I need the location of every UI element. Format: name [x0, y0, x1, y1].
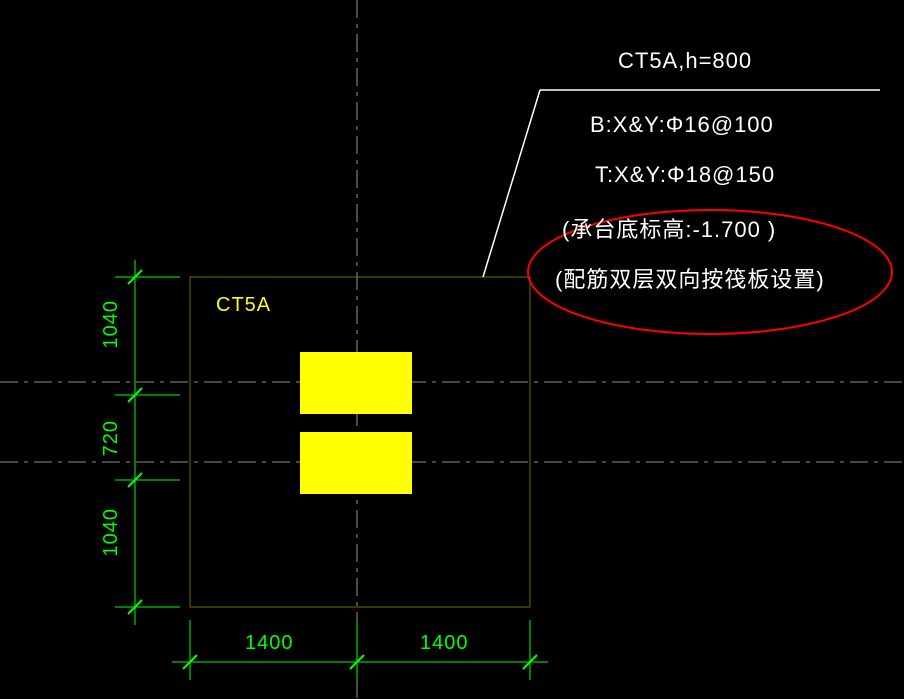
dim-h-label-1: 1400	[245, 632, 294, 655]
dim-h-label-2: 1400	[420, 632, 469, 655]
cad-drawing: CT5A,h=800 B:X&Y:Φ16@100 T:X&Y:Φ18@150 (…	[0, 0, 904, 699]
dim-v-label-1: 1040	[100, 300, 123, 349]
dim-v-label-2: 720	[100, 420, 123, 456]
column-pad-1	[300, 352, 412, 414]
column-pad-2	[300, 432, 412, 494]
annotation-title: CT5A,h=800	[618, 48, 752, 74]
annotation-rebar-top: T:X&Y:Φ18@150	[595, 162, 775, 188]
cad-svg	[0, 0, 904, 699]
leader-diag	[483, 90, 540, 277]
footing-label: CT5A	[216, 294, 271, 317]
dim-v-label-3: 1040	[100, 508, 123, 557]
annotation-elevation: (承台底标高:-1.700 )	[562, 212, 776, 244]
annotation-rebar-bottom: B:X&Y:Φ16@100	[590, 112, 774, 138]
annotation-note: (配筋双层双向按筏板设置)	[555, 262, 825, 294]
